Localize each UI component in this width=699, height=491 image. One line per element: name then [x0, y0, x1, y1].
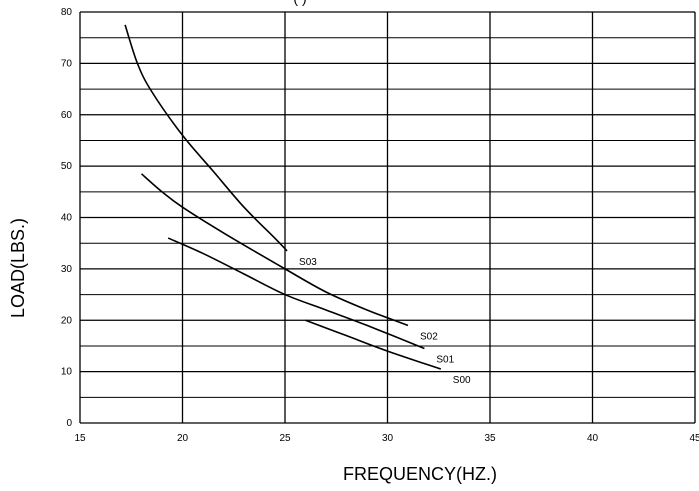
- tick-labels: 15 20 25 30 35 40 45 0 10 20 30 40 50 60 70 80: [61, 7, 699, 444]
- y-tick-label: 30: [61, 264, 73, 275]
- y-tick-label: 70: [61, 58, 73, 69]
- grid: [79, 11, 696, 424]
- series-line-s02: [140, 173, 409, 327]
- series-labels: S03 S02 S01 S00: [299, 257, 471, 386]
- y-tick-label: 40: [61, 213, 73, 224]
- x-tick-label: 40: [587, 433, 599, 444]
- y-tick-label: 50: [61, 161, 73, 172]
- x-axis-title: FREQUENCY(HZ.): [343, 464, 497, 484]
- y-axis-title: LOAD(LBS.): [8, 218, 28, 318]
- y-tick-label: 60: [61, 110, 73, 121]
- series-line-s01: [167, 237, 425, 350]
- series-line-s00: [305, 319, 442, 370]
- y-tick-label: 0: [66, 418, 72, 429]
- y-tick-label: 20: [61, 315, 73, 326]
- chart-title-fragment: ( ): [293, 0, 306, 6]
- x-tick-label: 35: [484, 433, 496, 444]
- x-tick-label: 20: [177, 433, 189, 444]
- series-label-s03: S03: [299, 257, 317, 268]
- x-tick-label: 45: [689, 433, 699, 444]
- y-tick-label: 10: [61, 367, 73, 378]
- y-tick-label: 80: [61, 7, 73, 18]
- x-tick-label: 15: [74, 433, 86, 444]
- series-line-s03: [124, 24, 288, 252]
- series-label-s00: S00: [453, 375, 471, 386]
- series-label-s02: S02: [420, 331, 438, 342]
- series-lines: [124, 24, 442, 370]
- series-label-s01: S01: [436, 355, 454, 366]
- x-tick-label: 30: [382, 433, 394, 444]
- x-tick-label: 25: [279, 433, 291, 444]
